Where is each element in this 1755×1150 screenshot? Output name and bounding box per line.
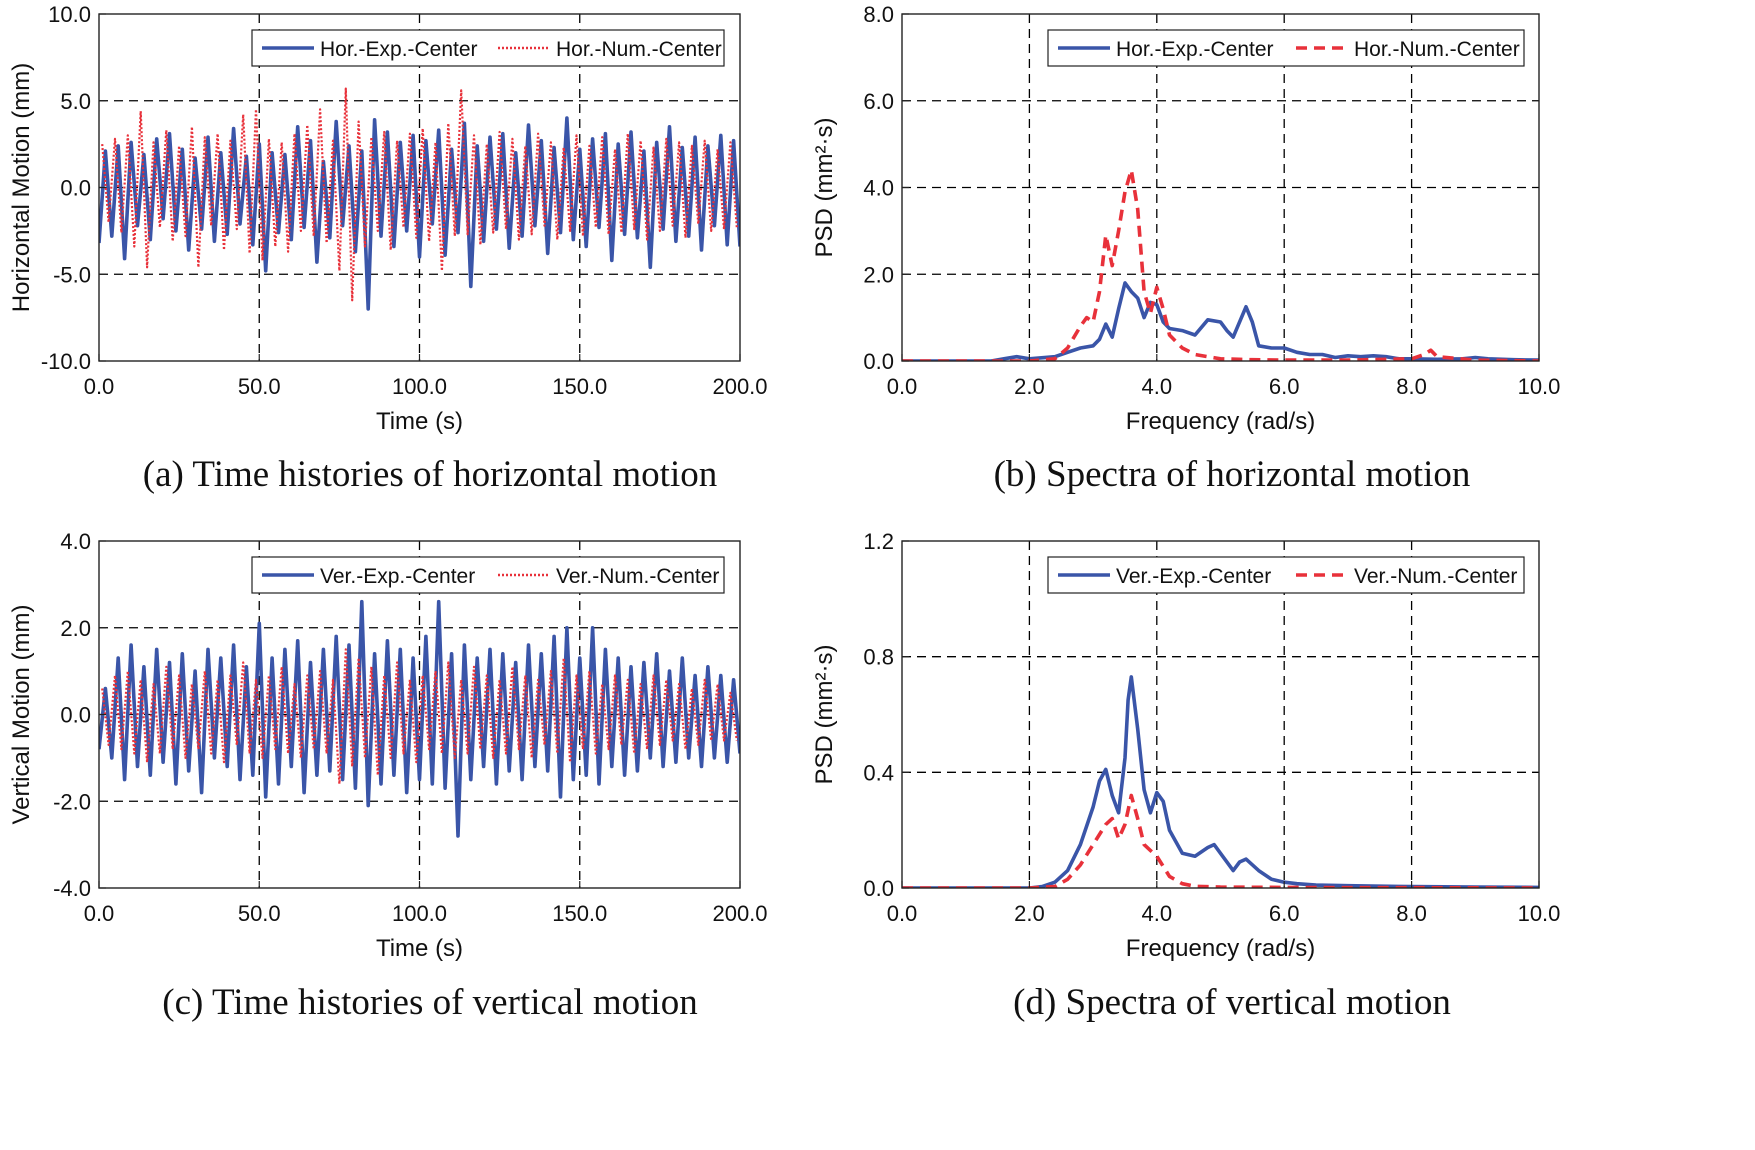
legend-label: Ver.-Exp.-Center: [320, 565, 475, 588]
y-tick-label: 0.0: [60, 703, 91, 728]
y-axis-label: PSD (mm²·s): [811, 645, 838, 785]
figure-caption: (b) Spectra of horizontal motion: [994, 454, 1471, 495]
legend-label: Hor.-Exp.-Center: [320, 38, 478, 61]
y-tick-label: -10.0: [41, 349, 91, 374]
legend: Hor.-Exp.-Center Hor.-Num.-Center: [251, 29, 725, 67]
x-tick-label: 0.0: [887, 374, 918, 399]
legend-label: Hor.-Exp.-Center: [1116, 38, 1274, 61]
x-tick-label: 50.0: [238, 901, 281, 926]
x-tick-label: 6.0: [1269, 901, 1300, 926]
x-tick-label: 8.0: [1396, 374, 1427, 399]
x-tick-label: 150.0: [552, 374, 607, 399]
y-tick-label: -2.0: [53, 789, 91, 814]
x-tick-label: 200.0: [712, 374, 767, 399]
y-tick-label: 6.0: [863, 89, 894, 114]
legend-box: [1047, 29, 1525, 67]
x-axis-label: Time (s): [376, 408, 463, 435]
series-line-hor-exp-center: [902, 281, 1539, 361]
y-tick-label: 1.2: [863, 529, 894, 554]
y-axis-label: PSD (mm²·s): [811, 118, 838, 258]
y-tick-label: -5.0: [53, 262, 91, 287]
chart-panel: 0.0 2.0 4.0 6.0 8.0 10.0 0.0 0.4 0.8 1.2 Frequency…: [811, 529, 1560, 1023]
x-tick-label: 50.0: [238, 374, 281, 399]
plot-area: [902, 541, 1539, 888]
y-tick-label: 2.0: [863, 262, 894, 287]
y-tick-label: 8.0: [863, 2, 894, 27]
plot-frame: [901, 540, 1540, 889]
x-tick-label: 0.0: [84, 374, 115, 399]
x-axis-label: Frequency (rad/s): [1126, 408, 1315, 435]
x-tick-label: 4.0: [1142, 901, 1173, 926]
chart-panel: 0.0 50.0 100.0 150.0 200.0 -4.0 -2.0 0.0 2.0 4.0 T…: [8, 529, 768, 1023]
legend-label: Hor.-Num.-Center: [556, 38, 722, 61]
y-tick-label: 4.0: [863, 176, 894, 201]
series-line-ver-num-center: [902, 793, 1539, 888]
x-tick-label: 2.0: [1014, 901, 1045, 926]
y-axis-label: Horizontal Motion (mm): [8, 63, 35, 312]
chart-panel: 0.0 50.0 100.0 150.0 200.0 -10.0 -5.0 0.0 5.0 10.…: [8, 2, 768, 495]
x-tick-label: 150.0: [552, 901, 607, 926]
series-line-hor-exp-center: [99, 116, 740, 311]
x-tick-label: 8.0: [1396, 901, 1427, 926]
legend-box: [251, 29, 725, 67]
y-tick-label: 0.0: [863, 876, 894, 901]
x-tick-label: 200.0: [712, 901, 767, 926]
legend-label: Ver.-Num.-Center: [556, 565, 719, 588]
chart-panel: 0.0 2.0 4.0 6.0 8.0 10.0 0.0 2.0 4.0 6.0 8.0 Freque…: [811, 2, 1560, 495]
legend-label: Ver.-Exp.-Center: [1116, 565, 1271, 588]
x-tick-label: 0.0: [887, 901, 918, 926]
y-tick-label: -4.0: [53, 876, 91, 901]
y-tick-label: 0.0: [863, 349, 894, 374]
x-axis-label: Time (s): [376, 935, 463, 962]
legend: Ver.-Exp.-Center Ver.-Num.-Center: [1047, 556, 1525, 594]
y-tick-label: 5.0: [60, 89, 91, 114]
x-axis-label: Frequency (rad/s): [1126, 935, 1315, 962]
series-line-hor-num-center: [902, 168, 1539, 361]
y-tick-label: 10.0: [48, 2, 91, 27]
legend-label: Ver.-Num.-Center: [1354, 565, 1517, 588]
legend: Ver.-Exp.-Center Ver.-Num.-Center: [251, 556, 725, 594]
figure-caption: (d) Spectra of vertical motion: [1013, 982, 1451, 1023]
x-tick-label: 6.0: [1269, 374, 1300, 399]
y-tick-label: 4.0: [60, 529, 91, 554]
x-tick-label: 2.0: [1014, 374, 1045, 399]
x-tick-label: 100.0: [392, 374, 447, 399]
figure-caption: (a) Time histories of horizontal motion: [143, 454, 717, 495]
y-tick-label: 2.0: [60, 616, 91, 641]
legend-label: Hor.-Num.-Center: [1354, 38, 1520, 61]
x-tick-label: 10.0: [1518, 901, 1561, 926]
x-tick-label: 4.0: [1142, 374, 1173, 399]
legend: Hor.-Exp.-Center Hor.-Num.-Center: [1047, 29, 1525, 67]
figure-caption: (c) Time histories of vertical motion: [162, 982, 697, 1023]
x-tick-label: 0.0: [84, 901, 115, 926]
legend-box: [1047, 556, 1525, 594]
legend-box: [251, 556, 725, 594]
y-tick-label: 0.0: [60, 176, 91, 201]
series-line-ver-num-center: [101, 648, 738, 786]
y-axis-label: Vertical Motion (mm): [8, 604, 35, 824]
y-tick-label: 0.4: [863, 760, 894, 785]
y-tick-label: 0.8: [863, 645, 894, 670]
x-tick-label: 100.0: [392, 901, 447, 926]
x-tick-label: 10.0: [1518, 374, 1561, 399]
